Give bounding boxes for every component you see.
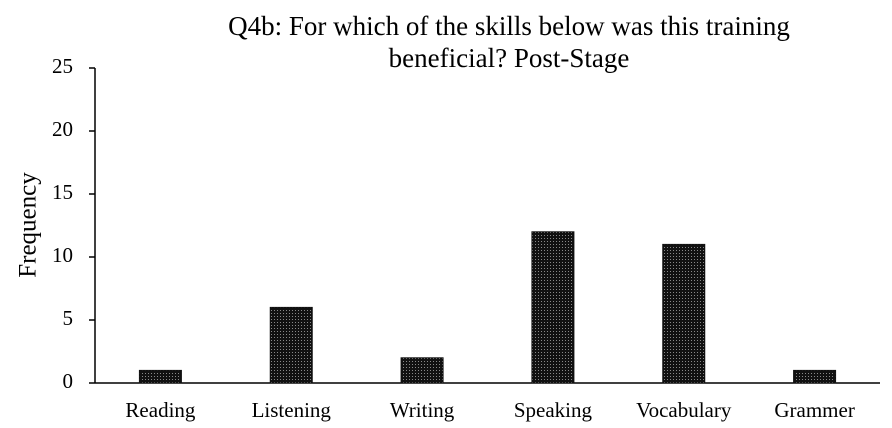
bar: [269, 306, 313, 384]
y-tick-label: 15: [52, 180, 73, 204]
x-tick-label: Listening: [252, 398, 332, 422]
y-tick-label: 20: [52, 117, 73, 141]
x-tick-label: Grammer: [774, 398, 854, 422]
y-tick-label: 0: [63, 369, 74, 393]
chart-title: Q4b: For which of the skills below was t…: [228, 11, 790, 73]
y-tick-label: 25: [52, 54, 73, 78]
x-tick-label: Vocabulary: [636, 398, 732, 422]
bar: [138, 369, 182, 384]
y-tick-label: 10: [52, 243, 73, 267]
y-axis-label: Frequency: [15, 172, 42, 278]
x-tick-label: Writing: [390, 398, 455, 422]
x-tick-label: Reading: [125, 398, 195, 422]
bar: [531, 231, 575, 384]
bar: [662, 243, 706, 384]
bar: [793, 369, 837, 384]
bar: [400, 357, 444, 384]
y-tick-label: 5: [63, 306, 74, 330]
x-tick-label: Speaking: [514, 398, 593, 422]
